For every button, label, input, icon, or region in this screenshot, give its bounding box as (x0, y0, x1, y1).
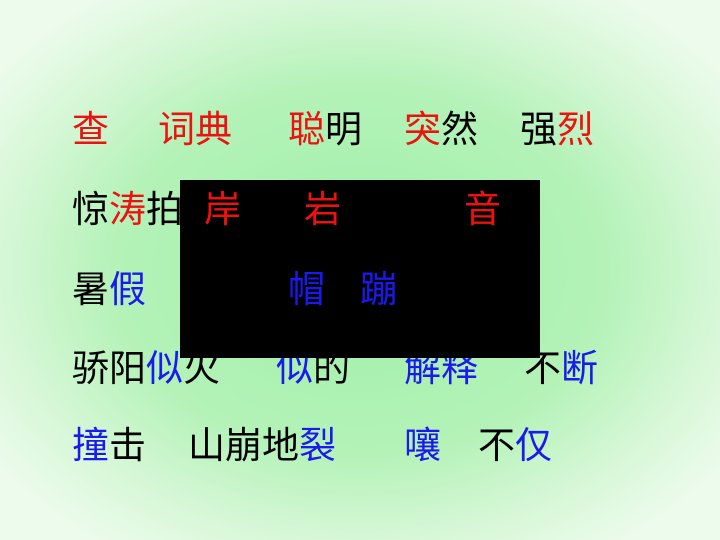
char: 嚷 (404, 424, 441, 467)
char: 断 (561, 347, 598, 390)
word-row-5: 撞击 山崩地裂 嚷 不仅 (0, 418, 720, 474)
word-qianglie: 强烈 (520, 102, 594, 158)
char: 拍 (146, 188, 183, 231)
overlay-word-yan: 岩 (304, 188, 341, 231)
char: 词典 (158, 108, 232, 151)
overlay-box: 岸 岩 音 帽 蹦 (180, 180, 540, 358)
char: 似 (146, 347, 183, 390)
char: 涛 (109, 188, 146, 231)
char: 突 (404, 108, 441, 151)
char: 不 (478, 424, 515, 467)
word-cha: 查 (72, 102, 109, 158)
overlay-word-beng: 蹦 (360, 268, 397, 311)
char: 烈 (557, 108, 594, 151)
overlay-word-an: 岸 (204, 188, 241, 231)
char: 聪 (288, 108, 325, 151)
word-row-2: 惊涛拍 (0, 182, 720, 238)
word-row-1: 查 词典 聪明 突然 强烈 (0, 102, 720, 158)
word-row-3: 暑假 (0, 262, 720, 318)
char: 击 (109, 424, 146, 467)
char: 裂 (299, 424, 336, 467)
word-congming: 聪明 (288, 102, 362, 158)
char: 明 (325, 108, 362, 151)
char: 骄阳 (72, 347, 146, 390)
overlay-word-mao: 帽 (288, 268, 325, 311)
word-shujia: 暑假 (72, 262, 146, 318)
word-rang: 嚷 (404, 418, 441, 474)
char: 山崩地 (188, 424, 299, 467)
char: 暑 (72, 268, 109, 311)
char: 查 (72, 108, 109, 151)
word-zhuangji: 撞击 (72, 418, 146, 474)
word-turan: 突然 (404, 102, 478, 158)
char: 然 (441, 108, 478, 151)
char: 假 (109, 268, 146, 311)
char: 强 (520, 108, 557, 151)
char: 惊 (72, 188, 109, 231)
word-bujin: 不仅 (478, 418, 552, 474)
overlay-word-yin: 音 (464, 188, 501, 231)
word-shanbengdilie: 山崩地裂 (188, 418, 336, 474)
word-cidian: 词典 (158, 102, 232, 158)
char: 仅 (515, 424, 552, 467)
char: 撞 (72, 424, 109, 467)
word-jingtaopai: 惊涛拍 (72, 182, 183, 238)
